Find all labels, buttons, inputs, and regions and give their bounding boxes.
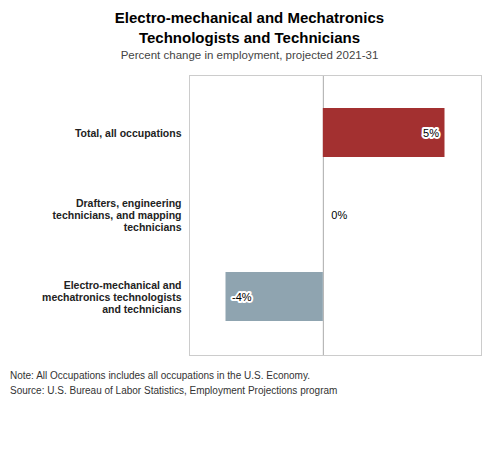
- svg-text:5%: 5%: [423, 127, 439, 139]
- html-text:Percent change in employment,: Percent change in employment, projected …: [120, 49, 379, 61]
- svg-text:0%: 0%: [331, 209, 347, 221]
- html-text:Note: All Occupations includes: Note: All Occupations includes all occup…: [10, 370, 310, 381]
- html-text:Electro-mechanical and Mechatr: Electro-mechanical and Mechatronics Tech…: [114, 9, 385, 46]
- svg-text:Total, all occupations: Total, all occupations: [75, 127, 182, 139]
- svg-text:-4%: -4%: [232, 291, 252, 303]
- svg-text:Drafters, engineeringtechnicia: Drafters, engineeringtechnicians, and ma…: [53, 197, 182, 233]
- svg-text:Electro-mechanical andmechatro: Electro-mechanical andmechatronics techn…: [42, 279, 182, 315]
- html-text:Source: U.S. Bureau of Labor S: Source: U.S. Bureau of Labor Statistics,…: [10, 384, 338, 396]
